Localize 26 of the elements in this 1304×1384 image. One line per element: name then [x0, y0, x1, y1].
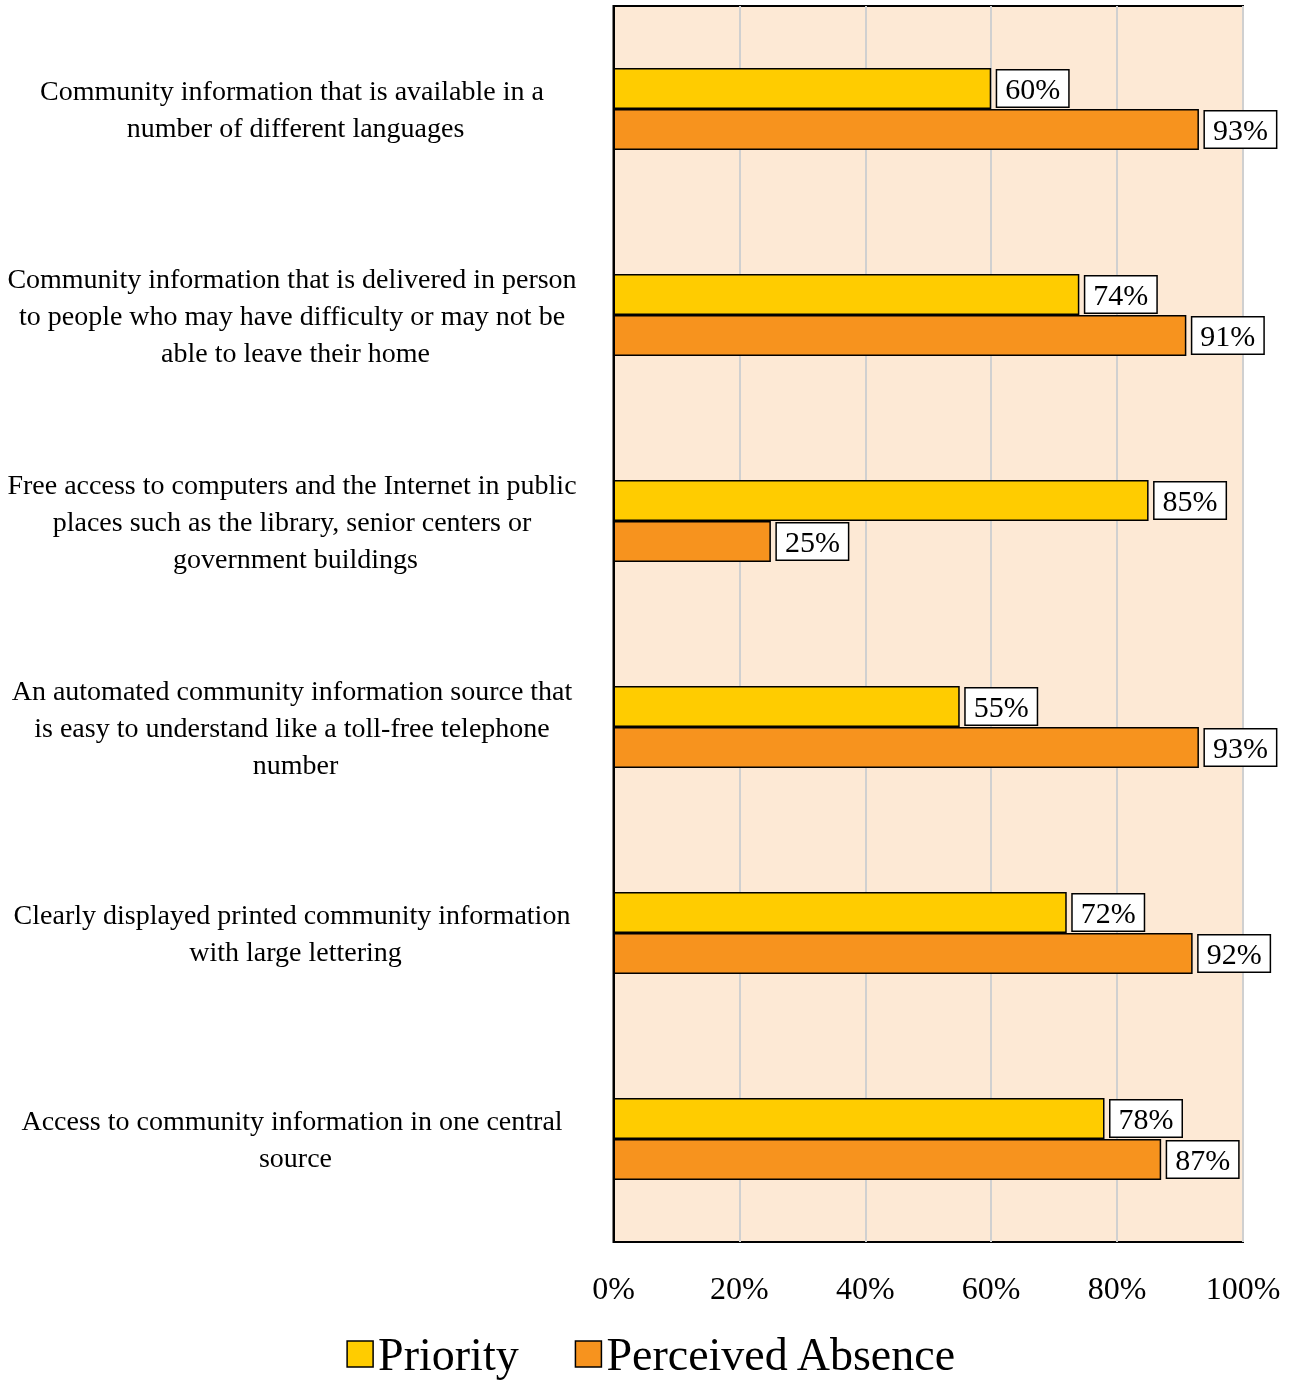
x-tick-label: 0%: [592, 1270, 635, 1306]
x-tick-label: 60%: [961, 1270, 1021, 1306]
y-tick-label: Clearly displayed printed community information with large lettering: [13, 899, 578, 967]
data-label: 85%: [1162, 484, 1218, 517]
data-label: 25%: [784, 525, 840, 558]
data-label: 72%: [1080, 896, 1136, 929]
data-label: 93%: [1212, 731, 1268, 764]
x-tick-label: 20%: [710, 1270, 769, 1306]
data-label: 91%: [1200, 319, 1256, 352]
legend-label: Priority: [378, 1328, 519, 1380]
data-label: 93%: [1212, 113, 1268, 146]
data-label: 74%: [1093, 278, 1149, 311]
data-label: 92%: [1206, 937, 1262, 970]
y-tick-label: An automated community information source that is easy to understand like a toll-free telephone number: [11, 674, 580, 780]
y-tick-label: Community information that is available in a number of different languages: [40, 75, 551, 143]
y-tick-label: Free access to computers and the Internet in public places such as the library, senior centers or government buildings: [7, 468, 584, 574]
x-tick-label: 100%: [1205, 1270, 1281, 1306]
legend-label: Perceived Absence: [606, 1328, 956, 1380]
y-tick-label: Access to community information in one central source: [21, 1105, 570, 1173]
y-tick-label: Community information that is delivered in person to people who may have difficulty or may not be able to leave their home: [7, 262, 584, 368]
data-label: 87%: [1175, 1143, 1231, 1176]
x-tick-label: 80%: [1087, 1270, 1147, 1306]
data-label: 60%: [1005, 72, 1061, 105]
data-label: 55%: [973, 690, 1029, 723]
x-tick-label: 40%: [835, 1270, 895, 1306]
data-label: 78%: [1118, 1102, 1174, 1135]
